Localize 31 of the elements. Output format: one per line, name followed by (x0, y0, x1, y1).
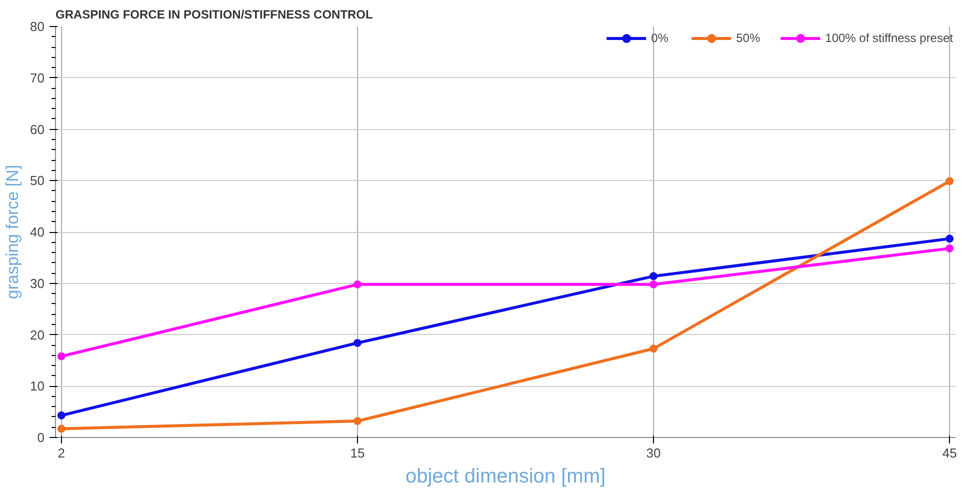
legend-label: 100% of stiffness preset (825, 31, 953, 45)
point (650, 280, 658, 288)
y-tick-label: 20 (30, 327, 45, 342)
point (946, 234, 954, 243)
y-tick-label: 70 (30, 70, 45, 86)
x-tick-label: 45 (942, 446, 957, 460)
point (650, 272, 658, 280)
y-tick-label: 50 (30, 173, 45, 188)
x-axis-title: object dimension [mm] (405, 466, 606, 488)
y-tick-label: 30 (30, 276, 45, 291)
y-tick-label: 10 (30, 378, 45, 394)
y-axis-title: grasping force [N] (3, 164, 22, 300)
legend-label: 50% (736, 31, 760, 45)
y-tick-label: 40 (30, 224, 45, 240)
chart-title: GRASPING FORCE IN POSITION/STIFFNESS CONTROL (56, 8, 373, 22)
point (353, 280, 362, 288)
point (946, 177, 954, 186)
x-tick-label: 30 (646, 446, 661, 460)
x-tick-label: 15 (350, 446, 365, 460)
y-tick-label: 60 (30, 122, 45, 137)
point (353, 338, 362, 347)
point (57, 424, 66, 433)
point (650, 344, 658, 353)
legend-label: 0% (651, 31, 670, 45)
point (57, 411, 66, 420)
x-tick-label: 2 (58, 446, 66, 460)
point (57, 352, 66, 360)
point (353, 417, 362, 426)
y-tick-label: 0 (37, 430, 45, 445)
y-tick-label: 80 (30, 19, 45, 34)
point (946, 244, 954, 252)
